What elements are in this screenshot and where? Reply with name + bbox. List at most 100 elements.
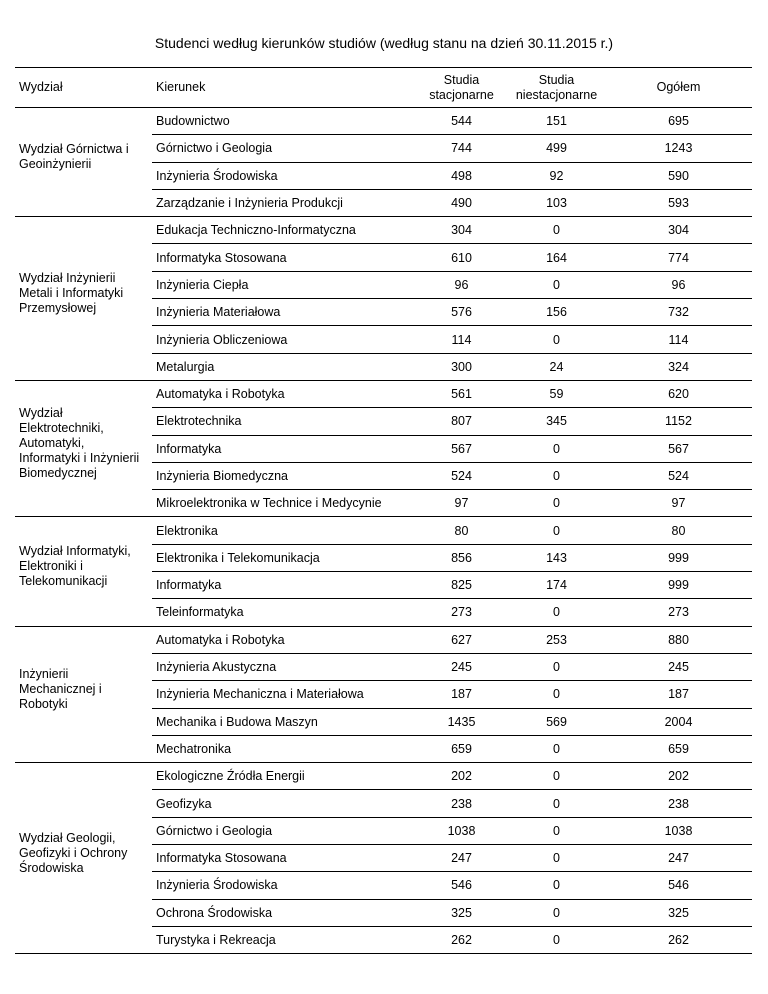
number-cell: 627 xyxy=(415,625,508,654)
number-cell: 999 xyxy=(605,543,752,572)
major-cell: Inżynieria Akustyczna xyxy=(152,652,415,681)
faculty-cell: Wydział Geologii, Geofizyki i Ochrony Śr… xyxy=(15,762,152,955)
number-cell: 0 xyxy=(508,516,605,545)
major-cell: Górnictwo i Geologia xyxy=(152,134,415,163)
table-row: Inżynieria Środowiska 498 92 590 xyxy=(15,161,752,190)
major-cell: Ekologiczne Źródła Energii xyxy=(152,762,415,790)
faculty-cell: Wydział Elektrotechniki, Automatyki, Inf… xyxy=(15,379,152,517)
major-cell: Budownictwo xyxy=(152,106,415,135)
number-cell: 345 xyxy=(508,407,605,436)
number-cell: 59 xyxy=(508,379,605,408)
number-cell: 0 xyxy=(508,925,605,955)
number-cell: 524 xyxy=(605,461,752,490)
number-cell: 659 xyxy=(415,734,508,763)
number-cell: 774 xyxy=(605,243,752,272)
number-cell: 593 xyxy=(605,188,752,217)
number-cell: 92 xyxy=(508,161,605,190)
number-cell: 0 xyxy=(508,816,605,845)
table-row: Ochrona Środowiska 325 0 325 xyxy=(15,898,752,927)
header-cell: Kierunek xyxy=(152,67,415,108)
major-cell: Mikroelektronika w Technice i Medycynie xyxy=(152,489,415,517)
table-row: Inżynieria Środowiska 546 0 546 xyxy=(15,871,752,900)
number-cell: 164 xyxy=(508,243,605,272)
number-cell: 0 xyxy=(508,489,605,517)
table-row: Informatyka 567 0 567 xyxy=(15,434,752,463)
number-cell: 114 xyxy=(415,325,508,354)
number-cell: 561 xyxy=(415,379,508,408)
major-cell: Mechanika i Budowa Maszyn xyxy=(152,707,415,736)
number-cell: 187 xyxy=(415,680,508,709)
number-cell: 96 xyxy=(415,270,508,299)
number-cell: 0 xyxy=(508,270,605,299)
number-cell: 610 xyxy=(415,243,508,272)
table-row: Teleinformatyka 273 0 273 xyxy=(15,598,752,627)
number-cell: 97 xyxy=(415,489,508,517)
number-cell: 0 xyxy=(508,789,605,818)
number-cell: 247 xyxy=(415,844,508,872)
number-cell: 825 xyxy=(415,571,508,599)
title: Studenci według kierunków studiów (wedłu… xyxy=(154,35,614,51)
number-cell: 245 xyxy=(605,652,752,681)
number-cell: 0 xyxy=(508,652,605,681)
number-cell: 544 xyxy=(415,106,508,135)
major-cell: Informatyka Stosowana xyxy=(152,844,415,872)
table-row: Wydział Górnictwa i Geoinżynierii Budowni… xyxy=(15,106,752,217)
table-row: Inżynieria Biomedyczna 524 0 524 xyxy=(15,461,752,490)
major-cell: Inżynieria Środowiska xyxy=(152,161,415,190)
number-cell: 24 xyxy=(508,352,605,381)
number-cell: 273 xyxy=(415,598,508,627)
number-cell: 187 xyxy=(605,680,752,709)
number-cell: 856 xyxy=(415,543,508,572)
table-row: Informatyka Stosowana 247 0 247 xyxy=(15,844,752,872)
number-cell: 0 xyxy=(508,871,605,900)
number-cell: 96 xyxy=(605,270,752,299)
number-cell: 304 xyxy=(605,216,752,244)
number-cell: 0 xyxy=(508,680,605,709)
number-cell: 202 xyxy=(605,762,752,790)
table-row: Inżynieria Ciepła 96 0 96 xyxy=(15,270,752,299)
major-cell: Teleinformatyka xyxy=(152,598,415,627)
number-cell: 1038 xyxy=(605,816,752,845)
number-cell: 238 xyxy=(605,789,752,818)
number-cell: 576 xyxy=(415,298,508,326)
header-cell: Studia stacjonarne xyxy=(415,67,508,108)
header-cell: Studia niestacjonarne xyxy=(508,67,605,108)
major-cell: Edukacja Techniczno-Informatyczna xyxy=(152,216,415,244)
table-row: Inżynieria Akustyczna 245 0 245 xyxy=(15,652,752,681)
faculty-cell: Wydział Górnictwa i Geoinżynierii xyxy=(15,106,152,217)
number-cell: 273 xyxy=(605,598,752,627)
number-cell: 499 xyxy=(508,134,605,163)
table-row: Wydział Informatyki, Elektroniki i Telek… xyxy=(15,516,752,627)
number-cell: 103 xyxy=(508,188,605,217)
table-row: Wydział Elektrotechniki, Automatyki, Inf… xyxy=(15,379,752,517)
table-body: Wydział Górnictwa i Geoinżynierii Budowni… xyxy=(15,106,752,955)
number-cell: 567 xyxy=(415,434,508,463)
number-cell: 620 xyxy=(605,379,752,408)
major-cell: Automatyka i Robotyka xyxy=(152,625,415,654)
major-cell: Inżynieria Środowiska xyxy=(152,871,415,900)
number-cell: 2004 xyxy=(605,707,752,736)
number-cell: 590 xyxy=(605,161,752,190)
number-cell: 156 xyxy=(508,298,605,326)
number-cell: 880 xyxy=(605,625,752,654)
major-cell: Mechatronika xyxy=(152,734,415,763)
major-cell: Informatyka Stosowana xyxy=(152,243,415,272)
number-cell: 304 xyxy=(415,216,508,244)
number-cell: 0 xyxy=(508,598,605,627)
number-cell: 262 xyxy=(605,925,752,955)
number-cell: 744 xyxy=(415,134,508,163)
major-cell: Zarządzanie i Inżynieria Produkcji xyxy=(152,188,415,217)
number-cell: 659 xyxy=(605,734,752,763)
table-row: Mechanika i Budowa Maszyn 1435 569 2004 xyxy=(15,707,752,736)
table-row: Elektronika i Telekomunikacja 856 143 999 xyxy=(15,543,752,572)
number-cell: 0 xyxy=(508,762,605,790)
number-cell: 498 xyxy=(415,161,508,190)
number-cell: 202 xyxy=(415,762,508,790)
major-cell: Automatyka i Robotyka xyxy=(152,379,415,408)
table-row: Mechatronika 659 0 659 xyxy=(15,734,752,763)
header-cell: Ogółem xyxy=(605,67,752,108)
number-cell: 253 xyxy=(508,625,605,654)
major-cell: Turystyka i Rekreacja xyxy=(152,925,415,955)
number-cell: 0 xyxy=(508,434,605,463)
